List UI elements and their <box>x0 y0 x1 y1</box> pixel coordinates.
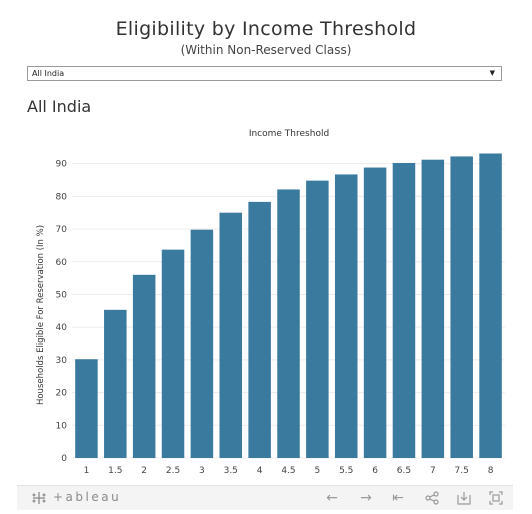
y-tick-label: 30 <box>56 356 68 366</box>
y-tick-label: 20 <box>56 389 68 399</box>
chart-title: Income Threshold <box>249 129 329 139</box>
bar-chart-svg: Income Threshold Households Eligible For… <box>36 129 505 476</box>
bar-3.5[interactable] <box>219 212 243 458</box>
bar-1.5[interactable] <box>104 309 127 458</box>
x-tick-label: 5 <box>314 466 320 476</box>
x-tick-label: 1 <box>84 466 90 476</box>
x-tick-label: 7.5 <box>455 466 469 476</box>
y-tick-label: 10 <box>56 421 68 431</box>
x-tick-label: 3 <box>199 466 205 476</box>
x-tick-label: 6 <box>372 466 378 476</box>
bar-4.5[interactable] <box>277 189 300 458</box>
x-tick-label: 7 <box>430 466 436 476</box>
bar-2[interactable] <box>132 274 156 458</box>
bar-6.5[interactable] <box>392 162 416 458</box>
bar-2.5[interactable] <box>161 249 185 458</box>
y-tick-label: 90 <box>56 160 68 170</box>
tableau-toolbar: +ableau ← → ⇤ <box>17 485 513 510</box>
dashboard-title: Eligibility by Income Threshold <box>115 18 417 40</box>
tableau-brand-text: +ableau <box>53 490 122 504</box>
undo-icon[interactable]: ← <box>326 490 338 506</box>
y-tick-label: 40 <box>56 323 68 333</box>
tableau-logo-icon <box>32 492 46 504</box>
y-axis-label: Households Eligible For Reservation (In … <box>36 225 46 405</box>
x-tick-label: 2 <box>141 466 147 476</box>
x-tick-label: 4.5 <box>281 466 295 476</box>
y-tick-label: 70 <box>56 225 68 235</box>
bar-3[interactable] <box>190 229 214 458</box>
x-tick-label: 4 <box>257 466 263 476</box>
x-tick-label: 6.5 <box>397 466 411 476</box>
y-tick-label: 80 <box>56 192 68 202</box>
x-tick-label: 5.5 <box>339 466 353 476</box>
chevron-down-icon: ▼ <box>489 69 495 77</box>
bar-7.5[interactable] <box>450 156 473 458</box>
bar-8[interactable] <box>479 153 502 458</box>
y-tick-label: 0 <box>61 454 67 464</box>
bar-chart: Income Threshold Households Eligible For… <box>0 120 532 486</box>
bar-5.5[interactable] <box>334 174 358 458</box>
region-filter-value: All India <box>32 69 65 78</box>
region-filter-dropdown[interactable]: All India ▼ <box>27 66 502 81</box>
y-tick-label: 50 <box>56 290 68 300</box>
bar-6[interactable] <box>363 167 387 459</box>
redo-icon[interactable]: → <box>360 490 372 506</box>
bar-4[interactable] <box>248 201 271 459</box>
dashboard-subtitle: (Within Non-Reserved Class) <box>180 43 352 57</box>
share-icon[interactable] <box>423 489 441 507</box>
bar-1[interactable] <box>75 359 98 458</box>
x-tick-label: 2.5 <box>166 466 180 476</box>
bar-5[interactable] <box>306 180 329 458</box>
section-heading: All India <box>27 97 92 116</box>
bar-7[interactable] <box>421 159 445 458</box>
y-tick-label: 60 <box>56 258 68 268</box>
fullscreen-icon[interactable] <box>487 489 505 507</box>
x-tick-label: 8 <box>488 466 494 476</box>
download-icon[interactable] <box>455 489 473 507</box>
x-tick-label: 3.5 <box>224 466 238 476</box>
x-tick-label: 1.5 <box>108 466 122 476</box>
revert-icon[interactable]: ⇤ <box>392 490 404 506</box>
